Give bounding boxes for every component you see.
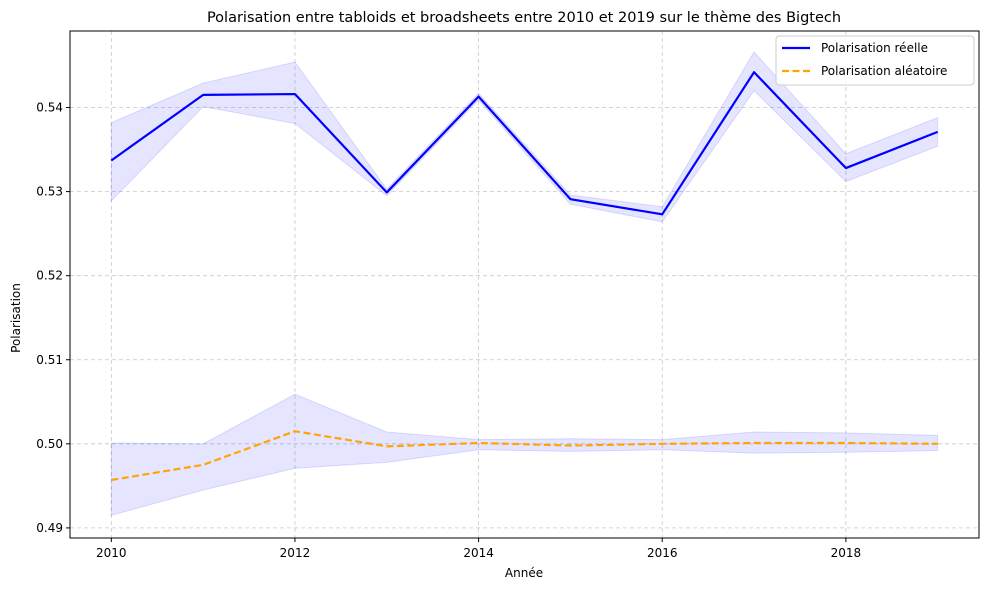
y-tick-label: 0.54 [36,101,63,115]
confidence-band-0 [110,51,939,223]
axis-ticks: 2010 2012 2014 2016 2018 0.49 0.50 0.51 0.52 0.53… [36,101,861,560]
y-axis-label: Polarisation [9,283,23,353]
legend-box [775,35,975,86]
x-tick-label: 2010 [96,546,127,560]
x-tick-label: 2014 [463,546,494,560]
y-tick-label: 0.50 [36,437,63,451]
x-tick-label: 2012 [280,546,311,560]
plot-frame [69,30,980,539]
series-line-1 [111,430,938,482]
chart-title: Polarisation entre tabloids et broadshee… [207,10,841,26]
x-tick-label: 2018 [831,546,862,560]
series-line-0 [110,71,939,216]
confidence-bands [110,51,939,516]
confidence-band-1 [110,393,939,516]
y-tick-label: 0.53 [36,185,63,199]
x-axis-label: Année [505,566,543,580]
legend-label-aleatoire: Polarisation aléatoire [821,64,947,78]
x-tick-label: 2016 [647,546,678,560]
legend: Polarisation réelle Polarisation aléatoi… [775,35,975,86]
series-lines [110,71,939,482]
y-tick-label: 0.49 [36,521,63,535]
legend-label-reelle: Polarisation réelle [821,41,928,55]
y-tick-label: 0.52 [36,269,63,283]
y-tick-label: 0.51 [36,353,63,367]
